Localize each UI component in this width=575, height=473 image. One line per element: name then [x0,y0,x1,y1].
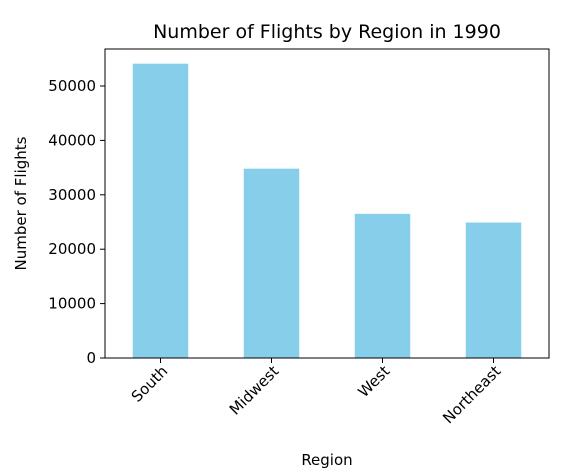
y-tick-label: 40000 [48,131,96,149]
y-tick-label: 0 [86,349,96,367]
y-tick-label: 20000 [48,240,96,258]
y-ticks-group: 0 10000 20000 30000 40000 50000 [48,77,105,367]
bar-west [354,213,411,358]
bar-midwest [243,168,300,358]
y-tick-label: 30000 [48,186,96,204]
bar-south [132,63,189,358]
x-axis-label: Region [301,451,352,469]
plot-frame [104,48,550,359]
chart-title: Number of Flights by Region in 1990 [153,21,501,43]
y-tick-label: 50000 [48,77,96,95]
bar-northeast [465,222,522,358]
y-tick-label: 10000 [48,295,96,313]
bars-group [132,63,522,358]
y-axis-label: Number of Flights [12,136,30,270]
